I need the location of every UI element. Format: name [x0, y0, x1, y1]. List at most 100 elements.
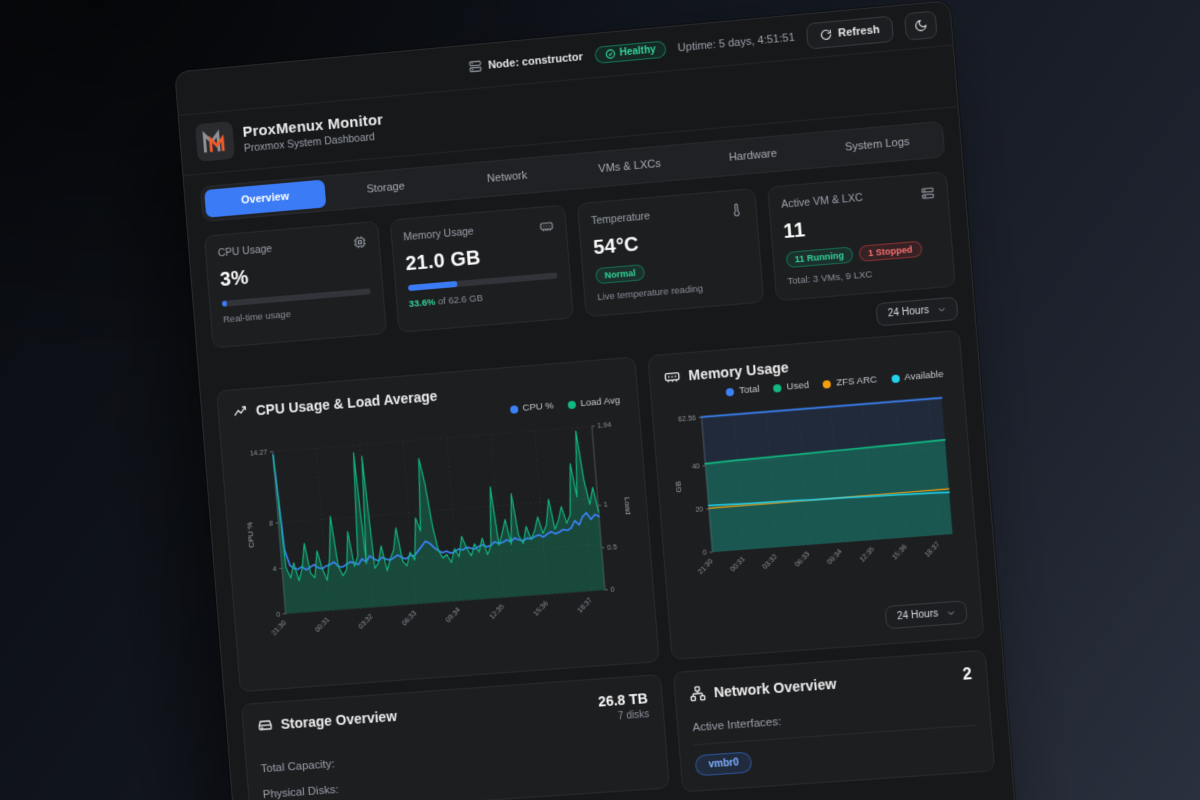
right-column: Memory Usage Total Used ZFS ARC Available 2…	[647, 329, 996, 793]
svg-text:03:32: 03:32	[357, 612, 375, 630]
vm-card-title: Active VM & LXC	[780, 191, 864, 211]
hard-drive-icon	[257, 717, 274, 734]
network-icon	[689, 685, 706, 702]
logo-m-icon	[201, 128, 228, 154]
memory-time-range-select[interactable]: 24 Hours	[884, 600, 968, 630]
memory-chip-icon	[664, 368, 681, 385]
uptime-text: Uptime: 5 days, 4:51:51	[677, 31, 796, 54]
node-name: Node: constructor	[487, 50, 584, 72]
vm-card-caption: Total: 3 VMs, 9 LXC	[787, 269, 873, 288]
cpu-load-chart-panel: CPU Usage & Load Average CPU % Load Avg 2…	[216, 356, 661, 693]
svg-text:8: 8	[269, 520, 274, 528]
tab-storage[interactable]: Storage	[366, 180, 406, 196]
refresh-button[interactable]: Refresh	[805, 15, 894, 50]
legend-dot	[773, 383, 782, 393]
svg-text:21:30: 21:30	[697, 558, 714, 576]
refresh-icon	[819, 28, 832, 41]
svg-text:06:33: 06:33	[794, 551, 812, 569]
cpu-icon	[352, 235, 367, 250]
check-circle-icon	[604, 48, 616, 60]
server-stack-icon	[920, 186, 935, 201]
svg-text:40: 40	[692, 464, 701, 472]
legend-item-cpu-[interactable]: CPU %	[509, 400, 554, 415]
chevron-down-icon	[937, 305, 947, 315]
network-interface-count: 2	[962, 665, 973, 684]
svg-text:03:32: 03:32	[762, 553, 779, 571]
thermometer-icon	[728, 202, 743, 217]
memory-progress-fill	[407, 280, 458, 292]
active-vm-lxc-card: Active VM & LXC 11 11 Running 1 Stopped …	[766, 171, 956, 302]
proxmenux-logo	[194, 121, 235, 162]
legend-label: ZFS ARC	[835, 374, 878, 389]
tab-system-logs[interactable]: System Logs	[844, 135, 911, 154]
tab-network[interactable]: Network	[486, 169, 528, 186]
cpu-card-caption: Real-time usage	[222, 309, 292, 326]
memory-usage-card: Memory Usage 21.0 GB 33.6% of 62.6 GB	[389, 204, 574, 333]
svg-text:12:35: 12:35	[859, 546, 877, 564]
memory-chart-panel: Memory Usage Total Used ZFS ARC Available 2…	[647, 329, 985, 661]
legend-item-used[interactable]: Used	[773, 380, 809, 394]
legend-dot	[725, 387, 735, 396]
active-interfaces-label: Active Interfaces:	[692, 715, 782, 735]
svg-text:62.56: 62.56	[678, 415, 696, 423]
network-title: Network Overview	[713, 675, 837, 701]
temperature-card: Temperature 54°C Normal Live temperature…	[576, 187, 764, 318]
theme-toggle-button[interactable]	[903, 10, 938, 41]
memory-chart: 21:30 00:31 03:32 06:33 09:34 12:35 15:36 18:37…	[673, 382, 966, 576]
trending-up-icon	[232, 403, 249, 420]
svg-text:0: 0	[276, 610, 281, 618]
cpu-usage-value: 3%	[219, 266, 250, 292]
cpu-card-title: CPU Usage	[217, 242, 273, 260]
temperature-card-title: Temperature	[590, 210, 651, 228]
vm-count-value: 11	[782, 219, 807, 244]
svg-text:00:31: 00:31	[313, 616, 331, 634]
svg-text:14.27: 14.27	[250, 449, 268, 458]
chevron-down-icon	[946, 608, 956, 618]
legend-item-total[interactable]: Total	[725, 384, 760, 398]
cpu-load-chart: 21:30 00:31 03:32 06:33 09:34 12:35 15:36 18:37…	[245, 421, 632, 637]
legend-label: Available	[903, 368, 944, 384]
vms-running-badge: 11 Running	[785, 246, 854, 269]
storage-overview-panel: Storage Overview 26.8 TB 7 disks Total C…	[240, 673, 671, 800]
node-indicator: Node: constructor	[469, 50, 584, 73]
svg-text:0.5: 0.5	[607, 543, 618, 552]
legend-dot	[509, 404, 519, 414]
svg-text:0: 0	[703, 550, 708, 557]
svg-text:1.94: 1.94	[597, 421, 611, 430]
tab-vms-lxcs[interactable]: VMs & LXCs	[597, 157, 662, 176]
top-status-bar: Node: constructor Healthy Uptime: 5 days…	[175, 1, 953, 116]
svg-text:18:37: 18:37	[576, 596, 594, 614]
legend-label: Load Avg	[580, 395, 621, 410]
network-overview-panel: Network Overview 2 Active Interfaces: vm…	[672, 649, 996, 793]
svg-text:06:33: 06:33	[400, 609, 418, 627]
memory-chart-title: Memory Usage	[687, 359, 790, 384]
health-badge: Healthy	[594, 40, 667, 64]
legend-dot	[567, 400, 576, 409]
svg-text:0: 0	[610, 585, 615, 593]
legend-label: CPU %	[522, 400, 555, 414]
proxmenux-dashboard-window: Node: constructor Healthy Uptime: 5 days…	[174, 0, 1023, 800]
temperature-card-caption: Live temperature reading	[596, 283, 704, 304]
stat-cards-row: CPU Usage 3% Real-time usage Memory Usag…	[203, 171, 956, 349]
svg-text:Load: Load	[622, 497, 632, 516]
svg-text:15:36: 15:36	[891, 543, 909, 561]
legend-label: Used	[786, 379, 810, 393]
interface-badge[interactable]: vmbr0	[694, 751, 753, 777]
time-range-select[interactable]: 24 Hours	[875, 296, 959, 327]
memory-card-title: Memory Usage	[403, 225, 475, 244]
svg-text:21:30: 21:30	[270, 619, 288, 637]
svg-text:12:35: 12:35	[488, 603, 506, 621]
tab-hardware[interactable]: Hardware	[728, 147, 778, 164]
legend-dot	[890, 373, 900, 383]
storage-disks-value: 7 disks	[617, 709, 650, 723]
tab-overview[interactable]: Overview	[204, 179, 327, 218]
svg-text:1: 1	[604, 501, 609, 509]
moon-icon	[914, 18, 928, 32]
cpu-progress-fill	[221, 300, 227, 307]
svg-text:18:37: 18:37	[924, 541, 942, 559]
memory-icon	[539, 221, 553, 231]
svg-text:4: 4	[272, 565, 277, 573]
svg-text:20: 20	[695, 507, 704, 515]
memory-card-caption: 33.6% of 62.6 GB	[408, 292, 484, 310]
